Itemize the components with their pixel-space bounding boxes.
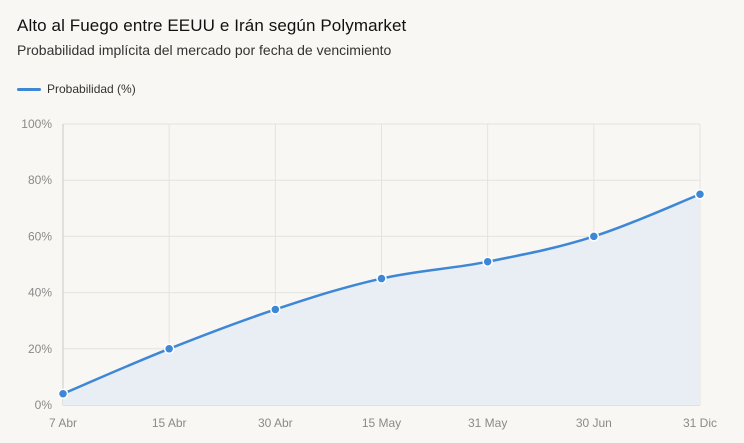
- y-tick-label: 80%: [28, 173, 52, 187]
- data-point: [588, 231, 600, 242]
- legend-swatch: [17, 87, 41, 91]
- y-tick-label: 20%: [28, 342, 52, 356]
- data-point: [163, 343, 175, 355]
- y-tick-label: 100%: [21, 117, 52, 131]
- y-tick-label: 40%: [28, 286, 52, 300]
- x-tick-label: 7 Abr: [49, 416, 77, 430]
- data-point: [694, 189, 706, 200]
- x-tick-label: 15 May: [362, 416, 401, 430]
- y-tick-label: 0%: [35, 398, 53, 412]
- x-tick-label: 15 Abr: [152, 416, 187, 430]
- data-point: [270, 304, 281, 315]
- series-area: [63, 194, 700, 405]
- data-point: [57, 388, 69, 400]
- x-tick-label: 31 Dic: [683, 416, 717, 430]
- data-point: [482, 256, 493, 267]
- y-tick-label: 60%: [28, 229, 52, 243]
- x-tick-label: 31 May: [468, 416, 507, 430]
- x-tick-label: 30 Abr: [258, 416, 293, 430]
- chart-subtitle: Probabilidad implícita del mercado por f…: [17, 42, 392, 58]
- chart-legend: Probabilidad (%): [17, 82, 136, 96]
- legend-label: Probabilidad (%): [47, 82, 136, 96]
- data-point: [376, 273, 387, 284]
- chart-title: Alto al Fuego entre EEUU e Irán según Po…: [17, 16, 407, 35]
- x-tick-label: 30 Jun: [576, 416, 612, 430]
